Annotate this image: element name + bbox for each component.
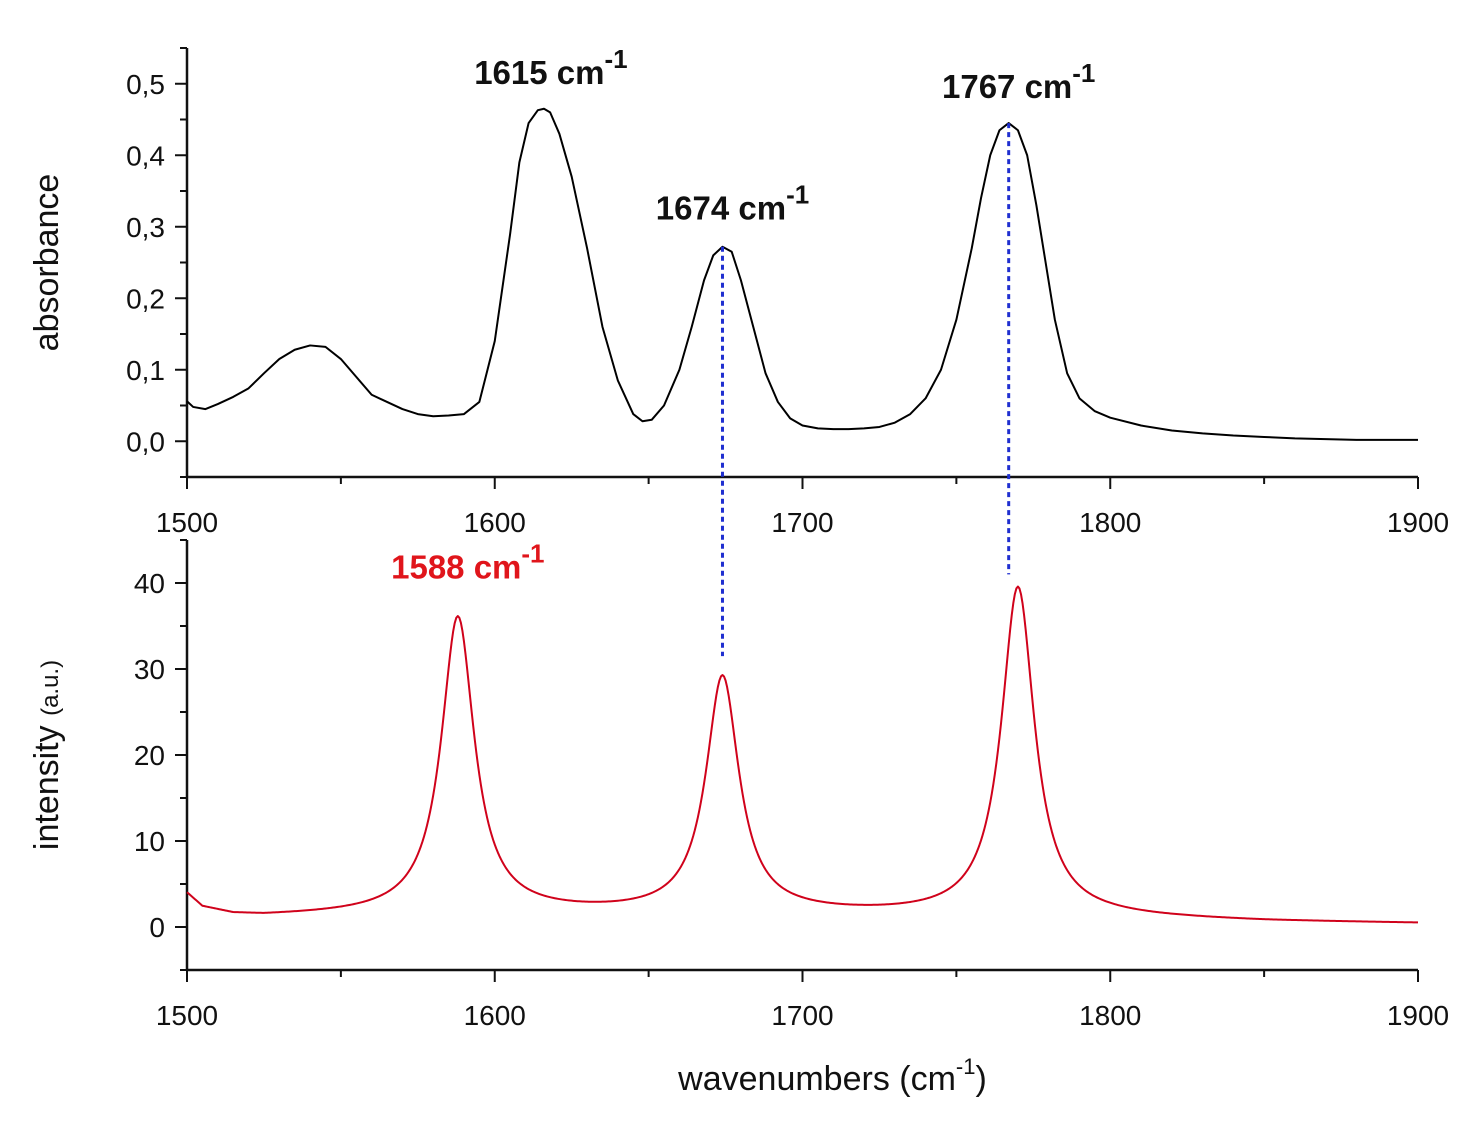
ir-y-tick-label: 0,0 xyxy=(126,426,165,457)
ir-absorbance-panel: 1500 1600 1700 1800 1900 0,0 0,1 0,2 0,3 0,4 0,5 ab… xyxy=(28,44,1449,538)
ir-peak-label: 1674 cm-1 xyxy=(656,180,809,227)
raman-intensity-panel: 1500 1600 1700 1800 1900 0 10 20 30 40 intensity (… xyxy=(28,539,1449,1098)
raman-x-tick-label: 1500 xyxy=(156,1000,218,1031)
ir-x-tick-label: 1900 xyxy=(1387,507,1449,538)
ir-y-tick-label: 0,5 xyxy=(126,69,165,100)
ir-y-tick-label: 0,2 xyxy=(126,283,165,314)
ir-y-axis-title: absorbance xyxy=(28,174,66,352)
raman-y-tick-label: 20 xyxy=(134,740,165,771)
ir-y-tick-label: 0,3 xyxy=(126,212,165,243)
raman-y-axis-title: intensity (a.u.) xyxy=(28,660,66,850)
ir-x-tick-label: 1500 xyxy=(156,507,218,538)
raman-y-tick-label: 30 xyxy=(134,654,165,685)
peak-correlation-guides xyxy=(720,123,1011,657)
ir-x-tick-label: 1800 xyxy=(1079,507,1141,538)
ir-x-tick-label: 1700 xyxy=(771,507,833,538)
ir-peak-label: 1615 cm-1 xyxy=(474,44,627,91)
raman-x-tick-label: 1800 xyxy=(1079,1000,1141,1031)
ir-x-tick-label: 1600 xyxy=(464,507,526,538)
raman-x-tick-label: 1900 xyxy=(1387,1000,1449,1031)
raman-x-tick-label: 1700 xyxy=(771,1000,833,1031)
ir-y-tick-label: 0,1 xyxy=(126,355,165,386)
raman-series-line xyxy=(186,585,1419,924)
ir-y-tick-label: 0,4 xyxy=(126,140,165,171)
ir-peak-label: 1767 cm-1 xyxy=(942,58,1095,105)
raman-y-tick-label: 0 xyxy=(149,912,165,943)
raman-y-tick-label: 40 xyxy=(134,568,165,599)
raman-peak-label: 1588 cm-1 xyxy=(391,539,544,586)
ir-series-line xyxy=(186,107,1418,441)
raman-y-tick-label: 10 xyxy=(134,826,165,857)
raman-x-tick-label: 1600 xyxy=(464,1000,526,1031)
raman-x-axis-title: wavenumbers (cm-1) xyxy=(677,1054,987,1098)
